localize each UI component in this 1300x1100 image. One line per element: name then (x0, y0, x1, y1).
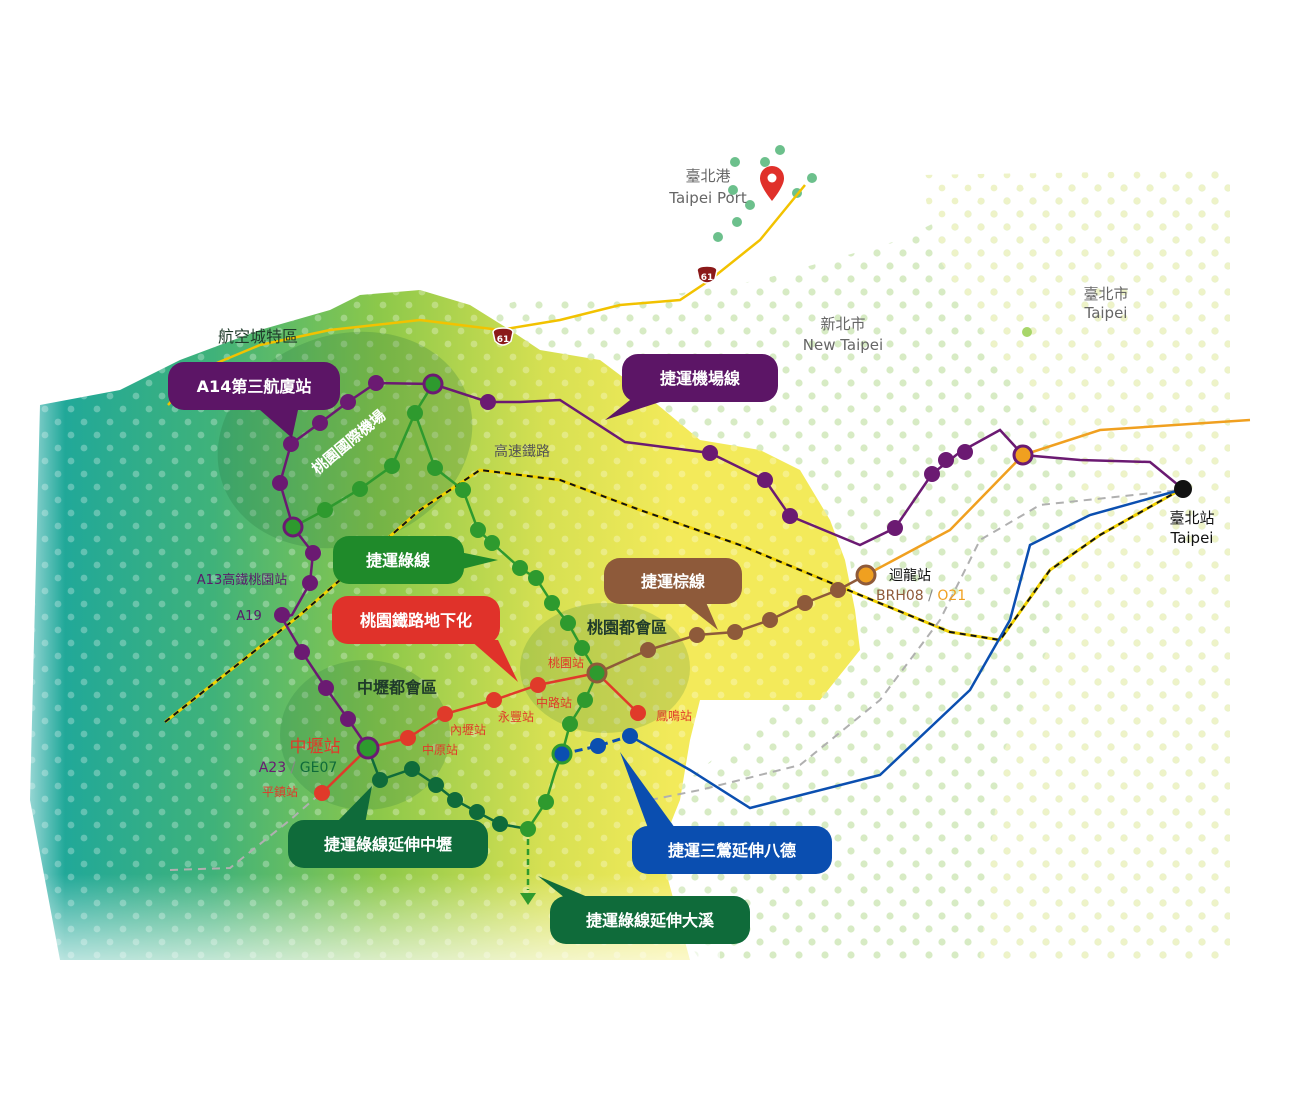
callout-airport-line-text: 捷運機場線 (660, 369, 740, 388)
huilong-code-brown: BRH08 (876, 588, 924, 604)
neili-station-label: 內壢站 (450, 722, 486, 737)
callout-green-ext-zhongli-text: 捷運綠線延伸中壢 (324, 835, 452, 854)
transfer-a17 (422, 373, 444, 395)
transfer-huilong (855, 564, 877, 586)
grey-rail-west (169, 791, 323, 871)
callout-a14-text: A14第三航廈站 (197, 377, 312, 396)
port-label-zh: 臺北港 (685, 167, 730, 185)
zhongli-station-label: 中壢站 (290, 737, 341, 757)
transfer-blue-green (551, 743, 573, 765)
taipei-city-label-en: Taipei (1084, 304, 1128, 322)
a19-station-label: A19 (236, 609, 261, 624)
callout-rail-underground-text: 桃園鐵路地下化 (360, 611, 472, 630)
transfer-stations (282, 373, 1192, 765)
taoyuan-station-label: 桃園站 (548, 655, 584, 670)
taipei-station-label-zh: 臺北站 (1169, 509, 1214, 527)
port-dots (713, 145, 1032, 337)
callout-green-ext-daxi-text: 捷運綠線延伸大溪 (586, 911, 715, 930)
callout-rail-underground[interactable]: 桃園鐵路地下化 (332, 596, 518, 682)
arrow-down-icon (520, 893, 536, 905)
a23-station-code: A23 / GE07 (259, 760, 338, 776)
sanying-ext-dash (561, 734, 631, 756)
grey-rail-east (649, 489, 1181, 801)
transfer-taoyuan (586, 662, 608, 684)
green-line-stations (317, 405, 593, 837)
zhongyuan-station-label: 中原站 (422, 742, 458, 757)
airport-line-stations (272, 375, 973, 727)
huilong-station-code: BRH08 / O21 (876, 588, 966, 604)
taipei-station-dot (1174, 480, 1192, 498)
callout-green-ext-zhongli[interactable]: 捷運綠線延伸中壢 (288, 786, 488, 868)
callout-airport-line[interactable]: 捷運機場線 (605, 354, 778, 420)
callout-green-ext-daxi[interactable]: 捷運綠線延伸大溪 (538, 876, 750, 944)
highway-shield-icon: 61 (492, 327, 514, 346)
callout-sanying-ext-text: 捷運三鶯延伸八德 (668, 841, 796, 860)
fengming-station-label: 鳳鳴站 (656, 709, 692, 723)
sanying-stations (590, 728, 638, 754)
a23-code-sep: / (286, 760, 300, 776)
zhonglu-station-label: 中路站 (536, 695, 572, 710)
callout-brown-line-text: 捷運棕線 (641, 572, 705, 591)
hsr-line-dash (164, 468, 1181, 723)
hsr-label: 高速鐵路 (494, 443, 550, 460)
a23-code-green: GE07 (300, 760, 338, 776)
brown-line-stations (640, 582, 846, 658)
transfer-a16 (282, 516, 304, 538)
pingzhen-station-label: 平鎮站 (262, 784, 298, 799)
transfer-zhongli (356, 736, 380, 760)
sanying-line (629, 488, 1181, 810)
green-ext-stations (372, 761, 508, 832)
a23-code-purple: A23 (259, 760, 286, 776)
new-taipei-label-zh: 新北市 (820, 315, 865, 333)
highway-61 (167, 184, 806, 406)
a13-station-label: A13高鐵桃園站 (197, 572, 287, 588)
zhongli-metro-label: 中壢都會區 (357, 678, 437, 697)
highway-shield-icon: 61 (696, 265, 718, 284)
highway-shield-number: 61 (497, 335, 510, 345)
huilong-code-sep: / (924, 588, 938, 604)
location-pin-icon (760, 166, 784, 201)
taipei-city-label-zh: 臺北市 (1083, 285, 1128, 303)
taoyuan-metro-label: 桃園都會區 (587, 618, 667, 637)
transfer-orange-purple (1012, 444, 1034, 466)
highway-shield-number: 61 (701, 273, 714, 283)
taipei-station-label-en: Taipei (1170, 529, 1214, 547)
callout-a14[interactable]: A14第三航廈站 (168, 362, 340, 438)
callout-green-line[interactable]: 捷運綠線 (333, 536, 498, 584)
callout-brown-line[interactable]: 捷運棕線 (604, 558, 742, 630)
huilong-station-label: 迴龍站 (889, 567, 931, 584)
port-label-en: Taipei Port (668, 189, 747, 207)
callout-sanying-ext[interactable]: 捷運三鶯延伸八德 (620, 752, 832, 874)
red-line-stations (314, 677, 646, 801)
new-taipei-label-en: New Taipei (803, 336, 883, 354)
aerotropolis-label: 航空城特區 (218, 327, 298, 346)
huilong-code-orange: O21 (937, 588, 966, 604)
yongfeng-station-label: 永豐站 (498, 710, 534, 724)
callout-green-line-text: 捷運綠線 (366, 551, 430, 570)
